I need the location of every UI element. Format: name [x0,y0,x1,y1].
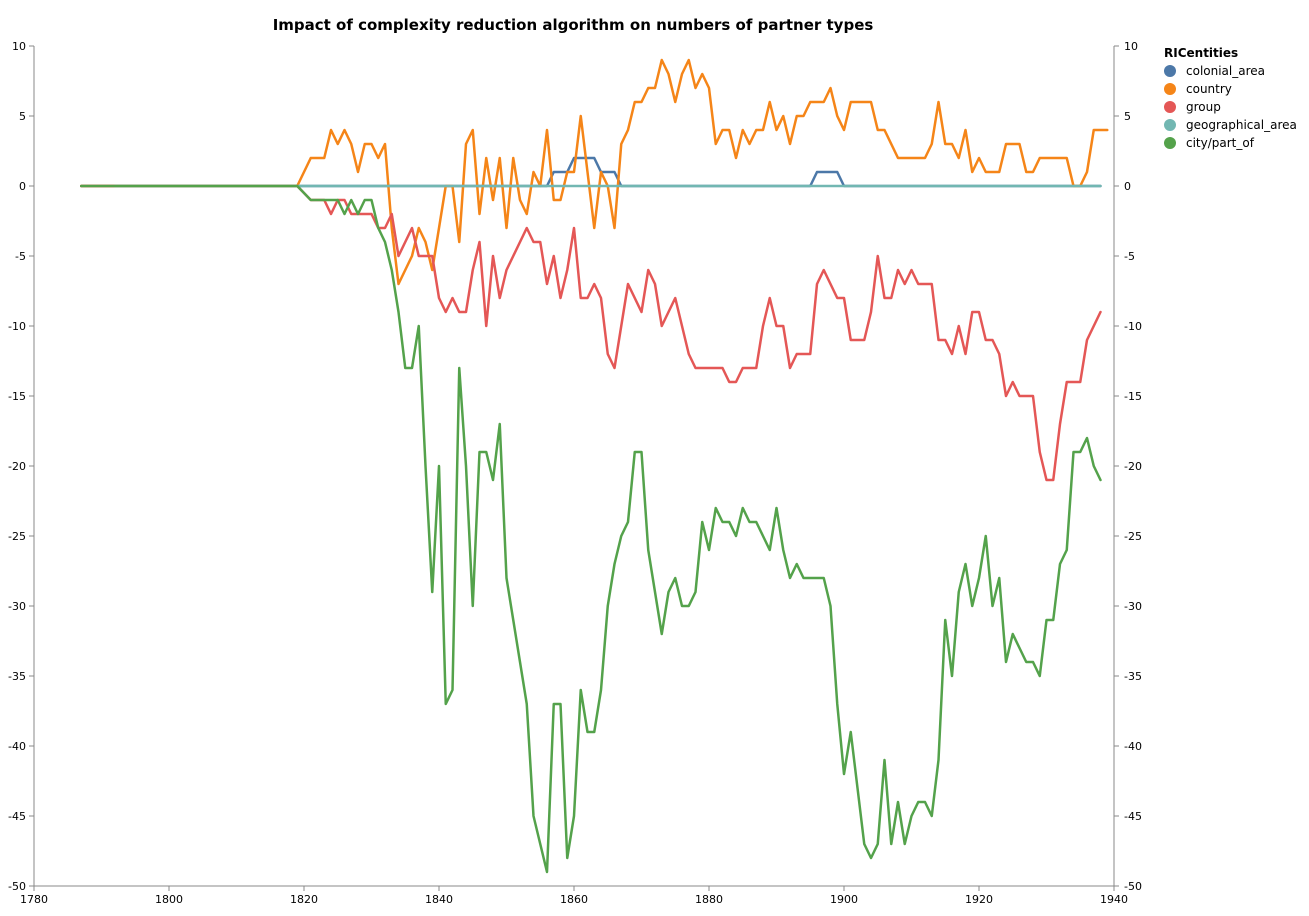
axes: 10 10 5 5 0 0 -5 -5 -10 -10 -15 -15 -20 -20 -25 -25 -30 -… [8,40,1142,906]
series-line-city-part-of [80,184,1102,874]
legend-label-city-part-of: city/part_of [1186,136,1255,150]
x-tick-label: 1860 [560,893,588,906]
x-tick-label: 1900 [830,893,858,906]
chart-title: Impact of complexity reduction algorithm… [273,16,874,34]
y-tick-label-right: -40 [1124,740,1142,753]
y-tick-label-left: -50 [8,880,26,893]
y-tick-label-right: -25 [1124,530,1142,543]
legend-swatch-country [1164,83,1176,95]
y-tick-label-right: -20 [1124,460,1142,473]
legend-title: RICentities [1164,46,1238,60]
y-tick-label-right: -15 [1124,390,1142,403]
y-tick-label-left: 0 [19,180,26,193]
x-tick-label: 1840 [425,893,453,906]
x-tick-label: 1780 [20,893,48,906]
y-tick-label-right: 5 [1124,110,1131,123]
y-tick-label-left: 10 [12,40,26,53]
y-tick-label-right: -35 [1124,670,1142,683]
legend-label-country: country [1186,82,1232,96]
x-tick-label: 1880 [695,893,723,906]
legend-label-group: group [1186,100,1221,114]
y-tick-label-right: -10 [1124,320,1142,333]
y-tick-label-left: -5 [15,250,26,263]
y-tick-label-left: -20 [8,460,26,473]
x-tick-label: 1800 [155,893,183,906]
y-tick-label-right: -5 [1124,250,1135,263]
series-line-group [80,184,1102,482]
series-line-colonial-area [80,156,1102,188]
y-tick-label-left: 5 [19,110,26,123]
legend-swatch-city-part-of [1164,137,1176,149]
y-tick-label-left: -25 [8,530,26,543]
y-tick-label-left: -10 [8,320,26,333]
y-tick-label-right: 0 [1124,180,1131,193]
y-tick-label-left: -45 [8,810,26,823]
y-tick-label-right: 10 [1124,40,1138,53]
series-lines [80,58,1109,874]
legend-label-colonial-area: colonial_area [1186,64,1265,78]
legend-swatch-group [1164,101,1176,113]
series-line-country [80,58,1109,286]
x-tick-label: 1920 [965,893,993,906]
y-tick-label-right: -30 [1124,600,1142,613]
y-tick-label-left: -30 [8,600,26,613]
y-tick-label-right: -45 [1124,810,1142,823]
y-tick-label-left: -40 [8,740,26,753]
y-tick-label-left: -15 [8,390,26,403]
y-tick-label-right: -50 [1124,880,1142,893]
x-tick-label: 1940 [1100,893,1128,906]
y-tick-label-left: -35 [8,670,26,683]
legend-swatch-geographical-area [1164,119,1176,131]
x-tick-label: 1820 [290,893,318,906]
legend-label-geographical-area: geographical_area [1186,118,1297,132]
legend-swatch-colonial-area [1164,65,1176,77]
